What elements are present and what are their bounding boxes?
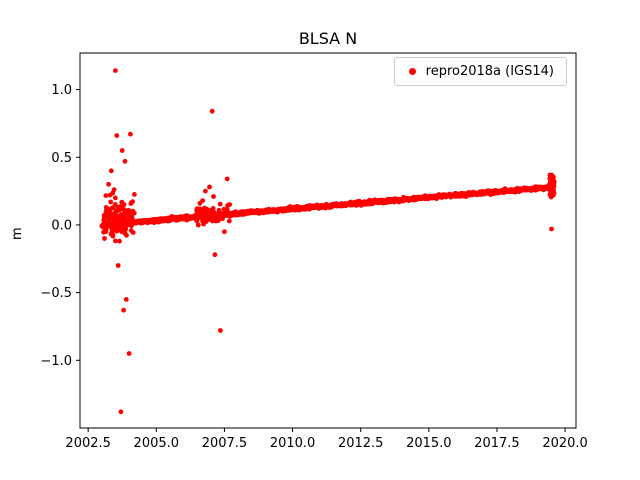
data-point <box>226 218 232 224</box>
data-point <box>194 218 200 224</box>
data-point-outlier <box>126 351 132 356</box>
data-point <box>210 209 216 215</box>
data-point <box>116 222 121 228</box>
data-point <box>103 223 109 229</box>
data-point <box>202 205 207 211</box>
data-point <box>549 181 555 187</box>
data-point-outlier <box>209 108 215 114</box>
x-tick-label: 2015.0 <box>406 436 452 451</box>
legend-marker-dot <box>408 68 416 75</box>
data-point <box>121 207 127 213</box>
data-point-outlier <box>115 204 121 210</box>
data-point-outlier <box>216 215 222 221</box>
data-point-outlier <box>118 409 124 415</box>
y-tick-label: 0.5 <box>51 151 72 166</box>
data-point-outlier <box>211 194 216 199</box>
x-tick-label: 2002.5 <box>65 436 111 451</box>
x-tick-label: 2020.0 <box>542 436 588 451</box>
data-point-outlier <box>123 297 129 302</box>
axes-box <box>79 52 577 429</box>
data-point-outlier <box>122 158 128 164</box>
y-tick-label: −1.0 <box>40 354 72 369</box>
data-point-outlier <box>104 209 110 214</box>
data-point-outlier <box>121 307 126 313</box>
data-point <box>130 230 136 236</box>
data-point <box>122 222 128 228</box>
data-point <box>113 208 119 214</box>
data-point <box>129 213 135 219</box>
data-point <box>115 216 121 222</box>
data-point-outlier <box>203 188 208 194</box>
data-point-outlier <box>224 176 230 182</box>
x-tick-label: 2005.0 <box>134 436 180 451</box>
x-tick-label: 2017.5 <box>474 436 520 451</box>
data-point <box>110 231 116 237</box>
data-point <box>113 238 118 244</box>
data-point-outlier <box>103 229 109 235</box>
data-point <box>210 206 216 211</box>
data-point <box>114 227 120 232</box>
data-point <box>107 214 112 220</box>
data-point <box>103 193 109 199</box>
data-point-outlier <box>106 181 111 187</box>
data-point <box>547 172 553 178</box>
data-point <box>195 222 201 228</box>
y-tick-label: 1.0 <box>51 83 72 98</box>
data-point-outlier <box>212 252 218 258</box>
data-point <box>210 218 215 224</box>
data-point <box>129 217 135 223</box>
data-point-outlier <box>108 225 114 231</box>
data-point-outlier <box>218 328 223 333</box>
data-point <box>132 192 137 197</box>
data-point <box>108 199 114 205</box>
x-tick-label: 2007.5 <box>202 436 248 451</box>
data-point-outlier <box>200 198 206 204</box>
data-point <box>123 216 129 222</box>
data-point-outlier <box>108 168 114 174</box>
data-point <box>108 221 114 227</box>
data-point-outlier <box>222 229 227 235</box>
data-point-outlier <box>127 131 133 137</box>
x-tick-label: 2010.0 <box>270 436 316 451</box>
y-tick-label: 0.0 <box>51 218 72 233</box>
data-point-outlier <box>207 184 212 190</box>
x-tick-label: 2012.5 <box>338 436 384 451</box>
data-point <box>119 199 125 205</box>
data-point-outlier <box>115 263 121 268</box>
data-point-outlier <box>549 226 554 232</box>
data-point <box>101 217 107 223</box>
data-point-outlier <box>194 206 200 212</box>
y-tick-label: −0.5 <box>40 286 72 301</box>
data-point <box>128 201 134 207</box>
data-point-outlier <box>117 238 122 244</box>
data-point-outlier <box>113 68 118 73</box>
data-point-outlier <box>113 195 118 201</box>
data-point <box>550 192 556 198</box>
data-point <box>122 231 128 236</box>
data-point-outlier <box>111 187 117 193</box>
chart-title: BLSA N <box>298 29 358 48</box>
data-point <box>224 207 230 212</box>
legend: repro2018a (IGS14) <box>393 57 567 86</box>
data-point <box>225 203 230 209</box>
data-point <box>200 218 206 224</box>
data-point-outlier <box>114 133 120 139</box>
data-point-outlier <box>119 148 125 153</box>
data-point <box>118 212 124 218</box>
data-point <box>226 212 232 218</box>
legend-label: repro2018a (IGS14) <box>425 64 554 79</box>
data-point <box>551 174 556 180</box>
data-point <box>204 215 209 220</box>
data-point <box>217 201 223 207</box>
data-point-outlier <box>102 236 107 241</box>
data-point <box>103 205 109 210</box>
